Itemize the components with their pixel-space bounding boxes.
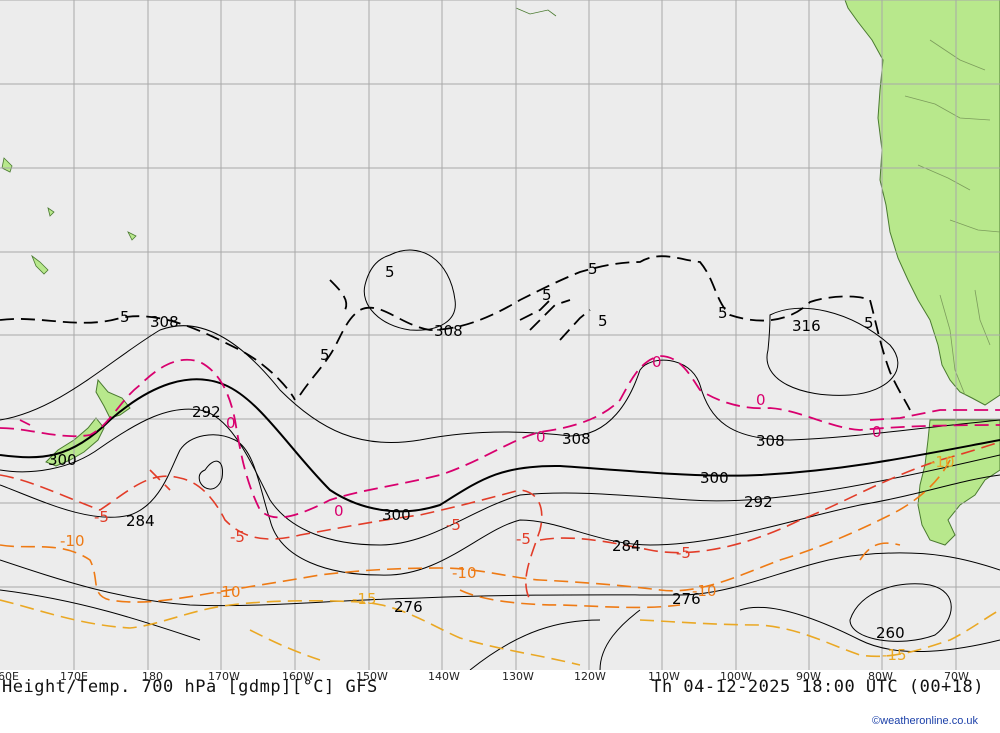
temp-label: -5: [230, 528, 245, 546]
temp-label: -5: [446, 516, 461, 534]
temp-label: -15: [352, 590, 377, 608]
temp-label: 5: [385, 263, 395, 281]
temp-label: 0: [652, 353, 662, 371]
lon-label: 90W: [796, 670, 821, 683]
temp-label: -5: [94, 508, 109, 526]
temp-label: 5: [320, 346, 330, 364]
height-label: 308: [756, 432, 785, 450]
temp-label: 0: [756, 391, 766, 409]
temp-label: 0: [226, 414, 236, 432]
longitude-axis: 60E 170E 180 170W 160W 150W 140W 130W 12…: [0, 670, 969, 683]
lon-label: 170E: [60, 670, 88, 683]
lon-label: 140W: [428, 670, 460, 683]
run-time: Th 04-12-2025 18:00 UTC (00+18): [651, 677, 984, 697]
lon-label: 110W: [648, 670, 680, 683]
height-label: 308: [562, 430, 591, 448]
height-label: 284: [126, 512, 155, 530]
temp-5-contours: [0, 255, 911, 411]
height-label: 300: [382, 506, 411, 524]
height-label: 308: [150, 313, 179, 331]
temp-minus15-contours: [0, 599, 1000, 666]
temp-label: 5: [120, 308, 130, 326]
lon-label: 70W: [944, 670, 969, 683]
temp-label: -15: [882, 646, 907, 664]
temp-label: -5: [516, 530, 531, 548]
temp-label: -10: [692, 582, 717, 600]
temp-label: 5: [864, 314, 874, 332]
lon-label: 170W: [208, 670, 240, 683]
credit-link[interactable]: ©weatheronline.co.uk: [872, 715, 978, 727]
height-contours: [0, 249, 1000, 670]
temp-label: -10: [930, 453, 955, 471]
height-label: 260: [876, 624, 905, 642]
chart-title: Height/Temp. 700 hPa [gdmp][°C] GFS: [2, 677, 378, 697]
temp-label: 0: [872, 423, 882, 441]
height-label: 276: [394, 598, 423, 616]
lon-label: 180: [142, 670, 163, 683]
temp-label: 5: [598, 312, 608, 330]
lon-label: 80W: [868, 670, 893, 683]
lon-label: 100W: [720, 670, 752, 683]
lon-label: 60E: [0, 670, 19, 683]
temp-label: 0: [536, 428, 546, 446]
lon-label: 150W: [356, 670, 388, 683]
map-canvas: [0, 0, 1000, 670]
temp-0-contours: [0, 355, 1000, 519]
height-label: 300: [48, 451, 77, 469]
height-label: 308: [434, 322, 463, 340]
temp-minus5-contours: [0, 441, 1000, 601]
temp-label: 0: [334, 502, 344, 520]
height-label: 284: [612, 537, 641, 555]
height-label: 292: [192, 403, 221, 421]
land-new-zealand: [45, 378, 131, 467]
contour-labels: 308 308 308 308 316 300 300 300 292 292 …: [48, 260, 955, 664]
height-label: 300: [700, 469, 729, 487]
temp-minus10-contours: [0, 459, 951, 609]
height-label: 292: [744, 493, 773, 511]
temp-label: 5: [588, 260, 598, 278]
temp-label: -10: [60, 532, 85, 550]
temp-label: 5: [542, 286, 552, 304]
temp-label: -10: [216, 583, 241, 601]
temp-label: -10: [452, 564, 477, 582]
lon-label: 120W: [574, 670, 606, 683]
graticule: [0, 0, 1000, 670]
temp-label: 5: [718, 304, 728, 322]
lon-label: 160W: [282, 670, 314, 683]
height-label: 316: [792, 317, 821, 335]
height-label: 276: [672, 590, 701, 608]
temp-label: -5: [676, 544, 691, 562]
lon-label: 130W: [502, 670, 534, 683]
